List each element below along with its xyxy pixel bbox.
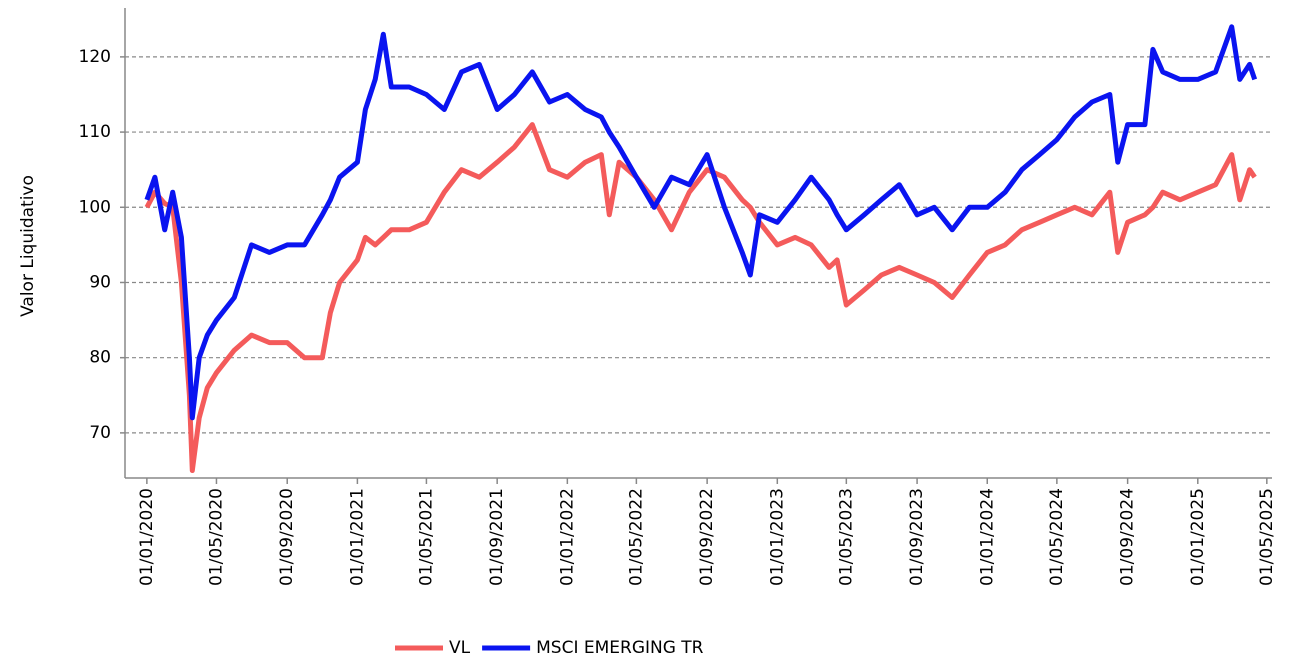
x-tick-label: 01/05/2023	[836, 488, 856, 586]
x-tick-label: 01/09/2024	[1118, 488, 1138, 586]
y-tick-label: 90	[89, 272, 111, 292]
x-tick-label: 01/05/2021	[416, 488, 436, 586]
x-tick-label: 01/01/2025	[1188, 488, 1208, 586]
x-tick-label: 01/09/2020	[277, 488, 297, 586]
series-line	[144, 24, 1258, 421]
x-tick-label: 01/05/2025	[1257, 488, 1277, 586]
y-tick-label: 100	[79, 197, 111, 217]
x-tick-label: 01/01/2021	[347, 488, 367, 586]
legend-label: MSCI EMERGING TR	[536, 638, 704, 658]
y-axis-label: Valor Liquidativo	[18, 175, 38, 317]
y-tick-label: 110	[79, 122, 111, 142]
x-tick-label: 01/01/2024	[977, 488, 997, 586]
series-line	[144, 122, 1257, 473]
x-tick-label: 01/01/2020	[137, 488, 157, 586]
x-tick-label: 01/09/2022	[697, 488, 717, 586]
y-tick-label: 120	[79, 47, 111, 67]
y-tick-label: 70	[89, 423, 111, 443]
x-tick-label: 01/05/2020	[206, 488, 226, 586]
x-tick-label: 01/01/2023	[767, 488, 787, 586]
x-tick-label: 01/01/2022	[557, 488, 577, 586]
x-tick-label: 01/09/2023	[907, 488, 927, 586]
legend-label: VL	[449, 638, 471, 658]
x-tick-label: 01/05/2022	[626, 488, 646, 586]
y-tick-label: 80	[89, 348, 111, 368]
x-tick-label: 01/05/2024	[1047, 488, 1067, 586]
x-tick-label: 01/09/2021	[487, 488, 507, 586]
